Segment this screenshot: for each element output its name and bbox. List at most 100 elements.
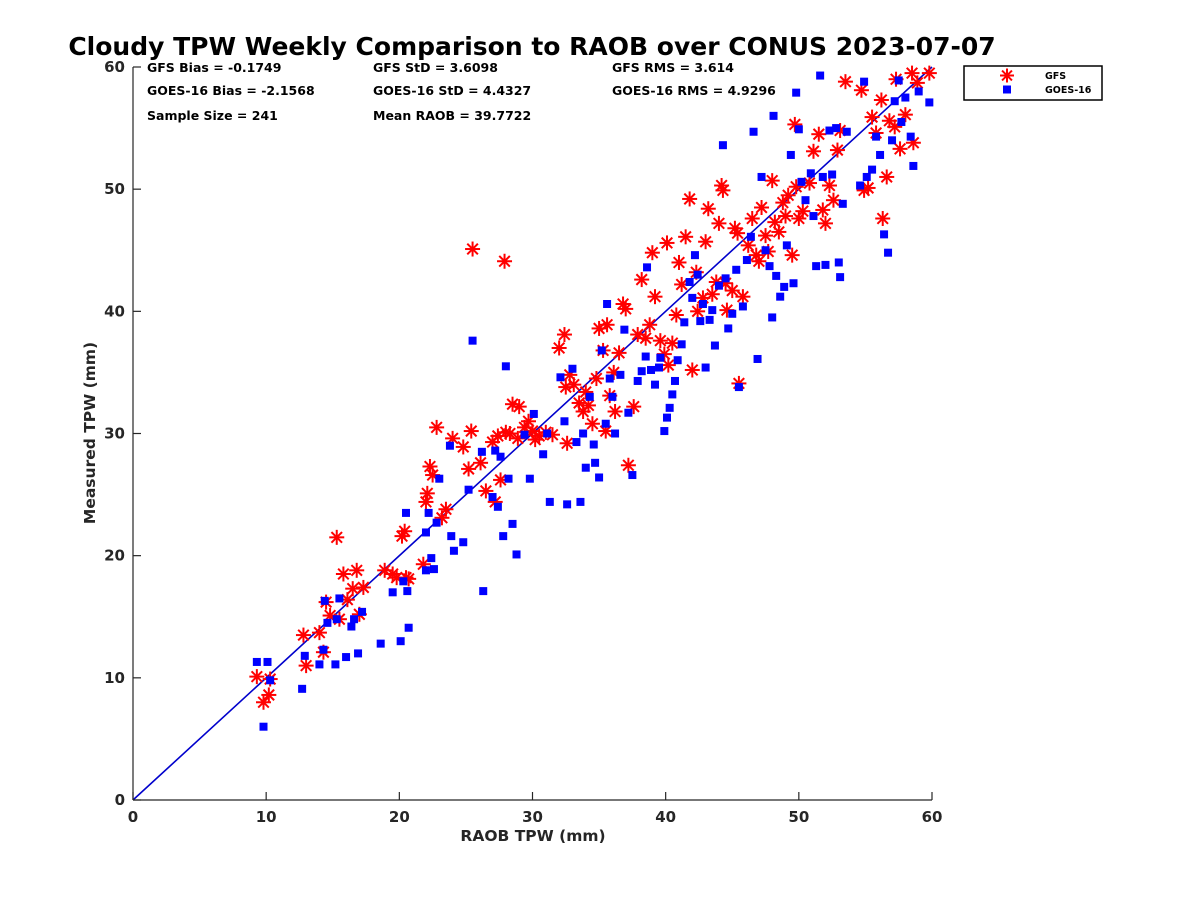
goes-point xyxy=(488,493,497,502)
goes-point xyxy=(890,97,899,106)
gfs-point xyxy=(837,74,853,90)
goes-point xyxy=(718,141,727,150)
gfs-point xyxy=(647,289,663,305)
goes-point xyxy=(880,230,889,239)
goes-point xyxy=(836,273,845,282)
goes-point xyxy=(543,429,552,438)
goes-point xyxy=(633,376,642,385)
gfs-point xyxy=(349,562,365,578)
chart-title: Cloudy TPW Weekly Comparison to RAOB ove… xyxy=(68,32,995,61)
goes-point xyxy=(568,364,577,373)
gfs-point xyxy=(355,579,371,595)
gfs-point xyxy=(620,457,636,473)
plot-area: 0 10 20 30 40 50 60 0 10 20 30 40 50 60 xyxy=(104,58,942,826)
y-tick-label: 10 xyxy=(104,669,125,687)
goes-point xyxy=(643,263,652,272)
gfs-point xyxy=(771,224,787,240)
goes-point xyxy=(300,651,309,660)
stats-annotations: GFS Bias = -0.1749 GFS StD = 3.6098 GFS … xyxy=(147,60,776,123)
goes-point xyxy=(459,538,468,547)
goes-point xyxy=(721,274,730,283)
gfs-point xyxy=(921,65,937,81)
x-tick-label: 20 xyxy=(389,808,410,826)
goes-point xyxy=(560,417,569,426)
gfs-point xyxy=(764,173,780,189)
gfs-point xyxy=(345,581,361,597)
gfs-point xyxy=(664,335,680,351)
goes-point xyxy=(591,458,600,467)
goes-point xyxy=(673,356,682,365)
goes-point xyxy=(449,546,458,555)
gfs-point xyxy=(698,234,714,250)
gfs-series xyxy=(249,65,937,710)
goes-point xyxy=(605,374,614,383)
y-tick-label: 50 xyxy=(104,180,125,198)
goes-point xyxy=(477,447,486,456)
goes-point xyxy=(838,199,847,208)
goes-point xyxy=(856,181,865,190)
legend-gfs-asterisk xyxy=(1000,68,1014,83)
gfs-point xyxy=(711,215,727,231)
goes-point xyxy=(576,497,585,506)
gfs-point xyxy=(682,191,698,207)
gfs-point xyxy=(815,202,831,218)
goes-point xyxy=(753,354,762,363)
goes-point xyxy=(821,260,830,269)
goes-point xyxy=(789,279,798,288)
legend-gfs-marker xyxy=(1000,68,1014,83)
gfs-point xyxy=(668,307,684,323)
goes-point xyxy=(914,87,923,96)
gfs-point xyxy=(735,289,751,305)
goes-point xyxy=(403,587,412,596)
goes-point xyxy=(496,452,505,461)
goes-point xyxy=(603,300,612,309)
goes-point xyxy=(323,618,332,627)
goes-point xyxy=(350,615,359,624)
goes-point xyxy=(608,392,617,401)
goes-point xyxy=(601,419,610,428)
goes-point xyxy=(670,376,679,385)
goes-point xyxy=(556,373,565,382)
goes-point xyxy=(786,150,795,159)
goes-point xyxy=(792,88,801,97)
gfs-point xyxy=(611,345,627,361)
goes-point xyxy=(906,132,915,141)
legend-goes-marker xyxy=(1003,85,1011,94)
goes-point xyxy=(888,136,897,145)
x-axis-ticks: 0 10 20 30 40 50 60 xyxy=(128,792,942,826)
goes-point xyxy=(421,528,430,537)
goes-point xyxy=(611,429,620,438)
goes-point xyxy=(749,127,758,136)
gfs-point xyxy=(261,687,277,703)
goes-point xyxy=(493,502,502,511)
gfs-point xyxy=(438,501,454,517)
gfs-point xyxy=(875,210,891,226)
goes-point xyxy=(708,306,717,315)
goes-point xyxy=(894,76,903,85)
gfs-point xyxy=(465,241,481,257)
gfs-point xyxy=(758,228,774,244)
goes-point xyxy=(479,587,488,596)
goes-point xyxy=(655,363,664,372)
legend: GFS GOES-16 xyxy=(963,65,1103,101)
gfs-point xyxy=(864,109,880,125)
goes-point xyxy=(812,262,821,271)
goes-point xyxy=(429,565,438,574)
goes-point xyxy=(445,441,454,450)
goes-point xyxy=(897,117,906,126)
gfs-rms-text: GFS RMS = 3.614 xyxy=(612,60,734,75)
goes-point xyxy=(585,392,594,401)
goes-point xyxy=(732,265,741,274)
goes-point xyxy=(832,124,841,133)
goes-point xyxy=(335,594,344,603)
goes-point xyxy=(508,519,517,528)
x-tick-label: 10 xyxy=(256,808,277,826)
goes-point xyxy=(772,271,781,280)
gfs-point xyxy=(751,253,767,269)
y-tick-label: 40 xyxy=(104,302,125,320)
gfs-point xyxy=(461,461,477,477)
gfs-bias-text: GFS Bias = -0.1749 xyxy=(147,60,281,75)
gfs-point xyxy=(295,627,311,643)
goes-point xyxy=(876,150,885,159)
